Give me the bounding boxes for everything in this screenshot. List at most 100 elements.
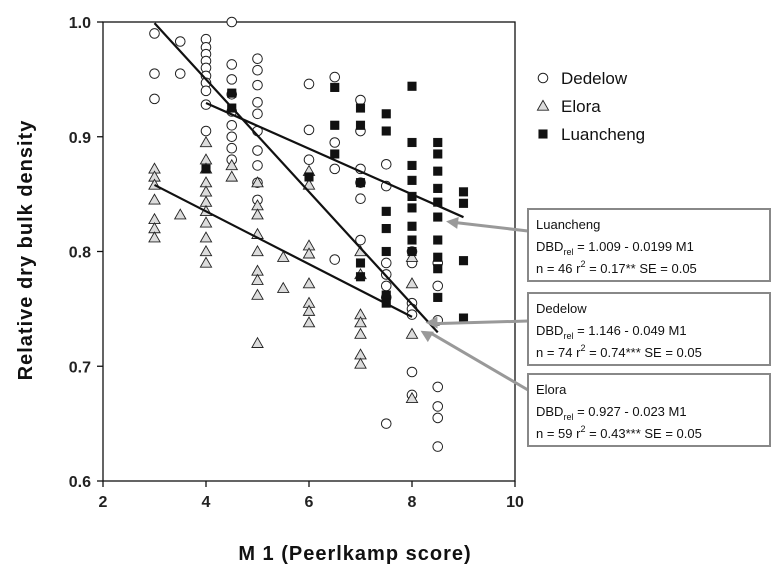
data-point xyxy=(226,142,238,154)
annotation-arrow xyxy=(435,319,529,326)
annotation-stats: n = 59 r2 = 0.43*** SE = 0.05 xyxy=(536,424,702,441)
annotation-box xyxy=(527,292,771,366)
data-point xyxy=(407,160,417,170)
data-point xyxy=(199,231,213,243)
regression-line-dedelow xyxy=(153,22,439,334)
data-point xyxy=(432,381,444,393)
data-point xyxy=(433,149,443,159)
legend-label-luancheng: Luancheng xyxy=(561,125,645,144)
data-point xyxy=(226,74,238,85)
annotation-equation: DBDrel = 1.146 - 0.049 M1 xyxy=(536,323,687,341)
data-point xyxy=(432,412,444,424)
annotation-box xyxy=(527,373,771,447)
data-point xyxy=(433,183,443,193)
y-tick-label: 0.9 xyxy=(69,130,91,147)
y-tick-label: 0.6 xyxy=(69,474,91,491)
data-point xyxy=(329,163,341,175)
regression-lines xyxy=(153,22,464,334)
annotation-arrowhead xyxy=(420,330,434,343)
data-point xyxy=(355,120,366,130)
data-point xyxy=(405,250,419,262)
data-point xyxy=(329,71,341,83)
annotation-dedelow: Dedelow DBDrel = 1.146 - 0.049 M1 n = 74 r… xyxy=(425,292,771,366)
data-point xyxy=(251,244,264,257)
data-point xyxy=(355,103,366,113)
data-point xyxy=(252,79,263,91)
annotations: Luancheng DBDrel = 1.009 - 0.0199 M1 n = 4… xyxy=(420,208,771,447)
data-point xyxy=(433,292,443,302)
data-point xyxy=(380,418,392,429)
data-point xyxy=(432,441,444,452)
data-point xyxy=(458,198,469,208)
annotation-title: Dedelow xyxy=(536,301,587,316)
x-tick-label: 8 xyxy=(408,494,417,511)
data-point xyxy=(252,145,263,156)
data-point xyxy=(252,108,263,120)
data-point xyxy=(355,94,366,106)
annotation-elora: Elora DBDrel = 0.927 - 0.023 M1 n = 59 r2 … xyxy=(420,330,771,447)
data-point xyxy=(407,203,417,213)
data-point xyxy=(433,235,443,245)
data-point xyxy=(302,178,316,190)
data-point xyxy=(330,149,340,159)
data-point xyxy=(226,16,238,28)
annotation-stats: n = 46 r2 = 0.17** SE = 0.05 xyxy=(536,259,697,276)
data-point xyxy=(354,357,367,369)
data-point xyxy=(330,82,340,92)
data-point xyxy=(355,234,366,246)
plot-area: 2 4 6 8 10 0.6 0.7 0.8 0.9 1.0 xyxy=(69,15,524,511)
legend-marker-dedelow xyxy=(537,72,549,84)
data-point xyxy=(329,254,341,265)
data-point xyxy=(174,36,186,47)
data-point xyxy=(252,53,263,65)
data-point xyxy=(407,235,417,245)
data-point xyxy=(199,135,213,148)
data-point xyxy=(355,193,366,205)
data-point xyxy=(354,327,367,339)
data-point xyxy=(432,401,444,412)
data-point xyxy=(251,208,264,220)
series-dedelow xyxy=(149,16,444,452)
annotation-luancheng: Luancheng DBDrel = 1.009 - 0.0199 M1 n = 4… xyxy=(446,208,771,282)
data-point xyxy=(380,158,392,170)
data-point xyxy=(302,316,316,328)
data-point xyxy=(355,258,366,268)
data-point xyxy=(252,97,263,108)
data-point xyxy=(432,280,444,292)
data-point xyxy=(303,124,315,136)
data-point xyxy=(407,137,417,148)
x-tick-label: 10 xyxy=(506,494,524,511)
data-point xyxy=(251,273,264,285)
data-point xyxy=(276,250,290,262)
data-point xyxy=(200,85,212,97)
data-point xyxy=(381,246,391,257)
data-point xyxy=(148,193,161,205)
annotation-arrowhead xyxy=(425,316,438,329)
data-point xyxy=(199,256,213,268)
y-tick-label: 0.7 xyxy=(69,359,91,376)
data-point xyxy=(149,93,160,105)
legend: Dedelow Elora Luancheng xyxy=(536,69,645,144)
annotation-title: Luancheng xyxy=(536,217,600,232)
data-point xyxy=(329,137,341,148)
data-point xyxy=(380,280,392,292)
data-point xyxy=(304,172,314,182)
data-point xyxy=(355,272,366,282)
data-point xyxy=(225,158,239,171)
data-point xyxy=(227,88,237,98)
x-tick-label: 4 xyxy=(202,494,211,511)
data-point xyxy=(458,187,469,197)
data-point xyxy=(303,78,315,90)
data-point xyxy=(148,231,161,243)
data-point xyxy=(251,288,264,300)
data-point xyxy=(433,252,443,262)
annotation-stats: n = 74 r2 = 0.74*** SE = 0.05 xyxy=(536,343,702,360)
data-marks xyxy=(148,16,469,452)
legend-marker-luancheng xyxy=(538,129,548,139)
data-point xyxy=(354,316,367,328)
series-elora xyxy=(148,135,419,404)
data-point xyxy=(174,68,186,79)
legend-label-elora: Elora xyxy=(561,97,601,116)
data-point xyxy=(251,176,264,188)
